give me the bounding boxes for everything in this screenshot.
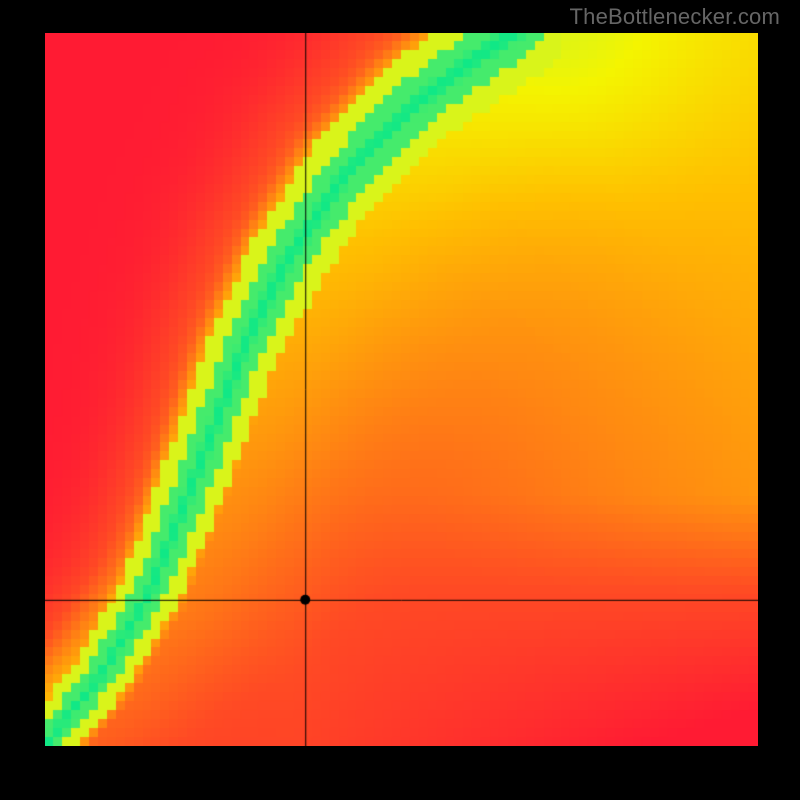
heatmap-canvas xyxy=(45,33,758,746)
watermark-text: TheBottlenecker.com xyxy=(570,4,780,30)
chart-container: TheBottlenecker.com xyxy=(0,0,800,800)
